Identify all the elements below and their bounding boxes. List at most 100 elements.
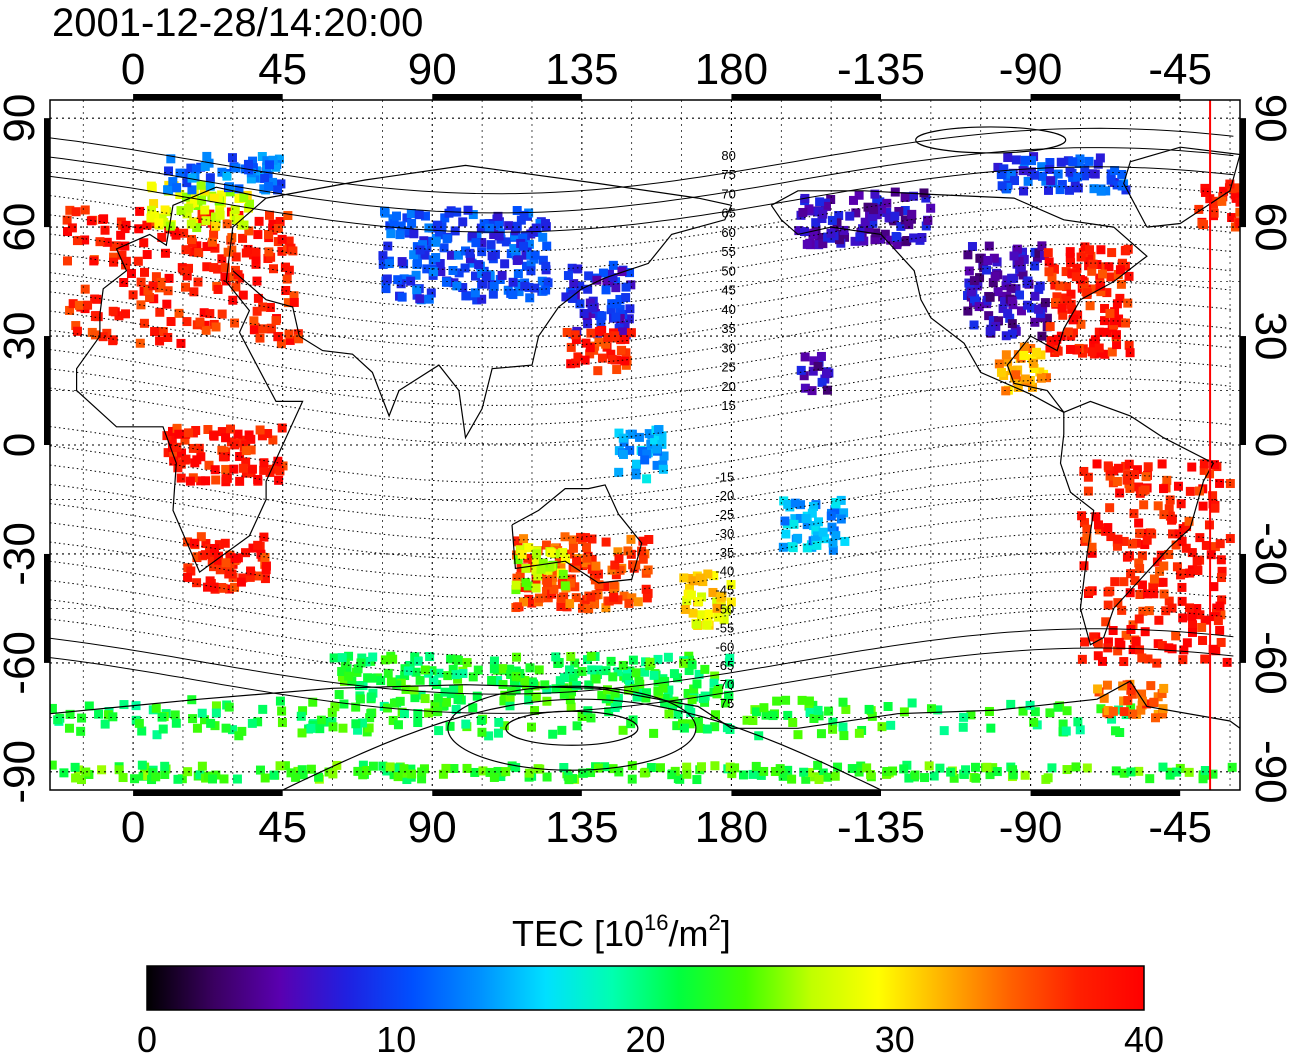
tec-cell xyxy=(781,529,791,539)
tec-cell xyxy=(1045,322,1055,332)
contour-label: -65 xyxy=(715,658,734,673)
tec-cell xyxy=(205,209,215,219)
tec-cell xyxy=(1143,654,1153,664)
tec-cell xyxy=(566,359,576,369)
tec-cell xyxy=(634,432,644,442)
tec-cell xyxy=(882,207,892,217)
tec-cell xyxy=(1119,536,1129,546)
tec-cell xyxy=(432,220,442,230)
tec-cell xyxy=(768,711,778,721)
tec-cell xyxy=(626,534,636,544)
tec-cell xyxy=(420,211,430,221)
tec-cell xyxy=(818,239,828,249)
tec-region-africa-south xyxy=(183,532,271,594)
tec-cell xyxy=(77,775,87,785)
frame-bar-top xyxy=(133,94,283,100)
tec-cell xyxy=(518,597,528,607)
tec-cell xyxy=(277,423,287,433)
tec-cell xyxy=(1085,301,1095,311)
tec-cell xyxy=(401,684,411,694)
tec-cell xyxy=(531,223,541,233)
tec-cell xyxy=(969,276,979,286)
tec-cell xyxy=(62,227,72,237)
tec-cell xyxy=(314,772,324,782)
tec-cell xyxy=(709,571,719,581)
tec-cell xyxy=(379,206,389,216)
tec-cell xyxy=(169,456,179,466)
tec-cell xyxy=(99,214,109,224)
tec-cell xyxy=(1029,170,1039,180)
tec-cell xyxy=(168,177,178,187)
tec-cell xyxy=(1157,689,1167,699)
tec-cell xyxy=(264,181,274,191)
tec-cell xyxy=(1185,568,1195,578)
tec-cell xyxy=(467,231,477,241)
tec-cell xyxy=(238,233,248,243)
tec-cell xyxy=(1198,220,1208,230)
tec-cell xyxy=(100,225,110,235)
tec-cell xyxy=(119,277,129,287)
tec-cell xyxy=(269,264,279,274)
tec-cell xyxy=(538,255,548,265)
tec-cell xyxy=(637,546,647,556)
tec-cell xyxy=(591,590,601,600)
tec-cell xyxy=(226,424,236,434)
tec-cell xyxy=(74,300,84,310)
tec-cell xyxy=(730,763,740,773)
tec-cell xyxy=(695,573,705,583)
tec-cell xyxy=(1197,622,1207,632)
tec-cell xyxy=(249,325,259,335)
tec-cell xyxy=(1111,726,1121,736)
tec-cell xyxy=(1137,580,1147,590)
tec-cell xyxy=(513,602,523,612)
tec-cell xyxy=(530,706,540,716)
tec-cell xyxy=(90,294,100,304)
tec-cell xyxy=(710,671,720,681)
tec-cell xyxy=(1127,539,1137,549)
tec-cell xyxy=(1003,357,1013,367)
tec-cell xyxy=(801,774,811,784)
tec-cell xyxy=(448,266,458,276)
tec-cell xyxy=(1154,615,1164,625)
tec-cell xyxy=(607,354,617,364)
tec-cell xyxy=(568,543,578,553)
tec-cell xyxy=(512,206,522,216)
tec-cell xyxy=(114,765,124,775)
tec-cell xyxy=(460,263,470,273)
tec-cell xyxy=(200,185,210,195)
tec-cell xyxy=(100,719,110,729)
tec-cell xyxy=(640,667,650,677)
tec-cell xyxy=(474,260,484,270)
tec-cell xyxy=(316,715,326,725)
tec-cell xyxy=(564,665,574,675)
tec-cell xyxy=(342,663,352,673)
tec-cell xyxy=(1041,176,1051,186)
tec-cell xyxy=(1099,327,1109,337)
tec-cell xyxy=(1177,582,1187,592)
tec-cell xyxy=(1082,533,1092,543)
tec-cell xyxy=(429,676,439,686)
tec-cell xyxy=(537,276,547,286)
tec-cell xyxy=(1128,709,1138,719)
tec-cell xyxy=(512,221,522,231)
tec-cell xyxy=(1084,253,1094,263)
tec-cell xyxy=(424,294,434,304)
tec-cell xyxy=(1016,306,1026,316)
tec-cell xyxy=(644,535,654,545)
tec-cell xyxy=(1035,281,1045,291)
tec-cell xyxy=(1022,278,1032,288)
tec-cell xyxy=(260,553,270,563)
tec-cell xyxy=(263,429,273,439)
tec-cell xyxy=(1155,566,1165,576)
tec-cell xyxy=(585,349,595,359)
tec-cell xyxy=(1105,308,1115,318)
tec-cell xyxy=(639,768,649,778)
tec-cell xyxy=(684,666,694,676)
tec-cell xyxy=(1107,347,1117,357)
tec-cell xyxy=(1119,577,1129,587)
tec-cell xyxy=(1143,462,1153,472)
tec-cell xyxy=(259,184,269,194)
tec-cell xyxy=(146,181,156,191)
tec-cell xyxy=(726,580,736,590)
tec-cell xyxy=(145,293,155,303)
